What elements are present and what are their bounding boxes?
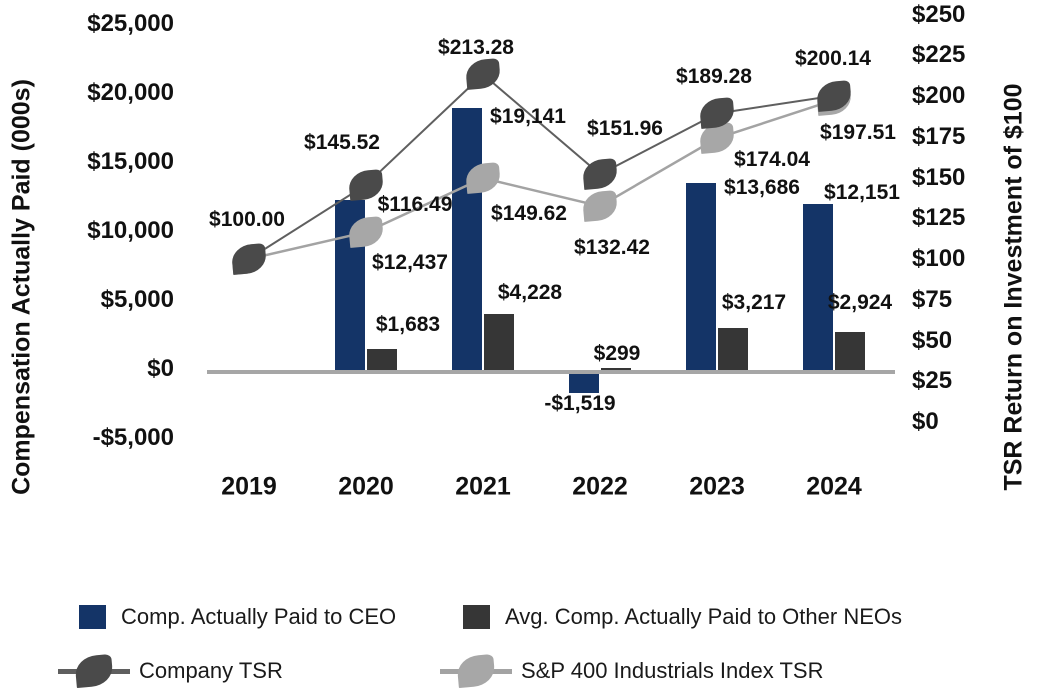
bar-ceo: [686, 183, 716, 372]
data-label-company: $151.96: [587, 117, 663, 141]
bar-neo: [718, 327, 748, 372]
right-axis-tick: $200: [912, 82, 966, 109]
data-label-neo: $3,217: [721, 290, 787, 314]
data-label-sp: $149.62: [491, 202, 567, 226]
right-axis-tick: $25: [912, 367, 953, 395]
neo-bar-swatch: [463, 605, 490, 629]
bar-ceo: [803, 204, 833, 372]
marker-sp-tsr: [581, 190, 619, 223]
data-label-company: $200.14: [795, 46, 871, 70]
legend-item-ceo: Comp. Actually Paid to CEO: [79, 604, 396, 630]
left-axis-tick: $10,000: [87, 217, 174, 244]
right-axis-tick: $225: [912, 41, 966, 69]
bar-neo: [835, 331, 865, 372]
left-axis-tick: $0: [147, 355, 174, 382]
left-axis-title: Compensation Actually Paid (000s): [7, 79, 36, 495]
right-axis-tick: $175: [912, 122, 966, 150]
x-axis-label: 2023: [689, 472, 745, 501]
right-axis-tick: $250: [912, 0, 966, 28]
legend-item-company-tsr: Company TSR: [58, 653, 283, 689]
data-label-sp: $132.42: [574, 236, 650, 260]
right-axis-tick: $0: [912, 408, 939, 435]
x-axis-label: 2020: [338, 472, 394, 501]
data-label-neo: $299: [593, 341, 641, 365]
sp-tsr-leaf-icon: [456, 653, 496, 689]
marker-company-tsr: [230, 243, 268, 275]
left-axis-tick: $15,000: [87, 148, 174, 175]
x-axis-label: 2022: [572, 472, 628, 501]
data-label-company: $213.28: [438, 36, 514, 60]
left-axis-tick: -$5,000: [92, 424, 174, 451]
legend-label-ceo: Comp. Actually Paid to CEO: [121, 604, 397, 629]
data-label-company: $189.28: [676, 65, 752, 89]
legend-label-company-tsr: Company TSR: [139, 658, 283, 683]
data-label-ceo: $12,151: [824, 181, 900, 205]
bar-ceo: [452, 107, 482, 372]
sp-tsr-marker-swatch: [440, 653, 512, 689]
data-label-sp: $174.04: [734, 148, 810, 172]
right-axis-tick: $150: [912, 163, 966, 191]
x-axis-baseline: [207, 370, 895, 374]
data-label-sp: $197.51: [820, 121, 896, 145]
data-label-neo: $4,228: [497, 280, 563, 304]
marker-company-tsr: [581, 158, 619, 191]
legend-item-neo: Avg. Comp. Actually Paid to Other NEOs: [463, 604, 902, 630]
left-axis-tick: $25,000: [87, 10, 174, 37]
right-axis-tick: $125: [912, 204, 966, 232]
company-tsr-leaf-icon: [74, 653, 114, 689]
data-label-ceo: $19,141: [490, 104, 566, 128]
bar-neo: [367, 348, 397, 372]
data-label-ceo: $12,437: [372, 251, 448, 275]
right-axis-tick: $100: [912, 245, 966, 272]
data-label-company: $145.52: [304, 130, 380, 154]
bar-neo: [484, 313, 514, 372]
ceo-bar-swatch: [79, 605, 106, 629]
data-label-neo: $2,924: [827, 290, 893, 314]
x-axis-label: 2021: [455, 472, 511, 501]
right-axis-title: TSR Return on Investment of $100: [999, 83, 1028, 491]
data-label-ceo: -$1,519: [544, 391, 616, 415]
legend-item-sp-tsr: S&P 400 Industrials Index TSR: [440, 653, 824, 689]
right-axis-tick: $50: [912, 326, 953, 354]
data-label-company: $100.00: [209, 208, 285, 231]
left-axis-tick: $20,000: [87, 79, 174, 106]
data-label-ceo: $13,686: [724, 176, 800, 200]
right-axis-tick: $75: [912, 285, 953, 313]
legend-label-sp-tsr: S&P 400 Industrials Index TSR: [521, 658, 824, 683]
x-axis-label: 2024: [806, 472, 862, 501]
left-axis-tick: $5,000: [100, 286, 174, 313]
legend-label-neo: Avg. Comp. Actually Paid to Other NEOs: [505, 604, 902, 629]
bar-ceo: [569, 372, 599, 393]
data-label-sp: $116.49: [377, 193, 453, 217]
bar-neo: [601, 367, 631, 372]
company-tsr-marker-swatch: [58, 653, 130, 689]
data-label-neo: $1,683: [375, 312, 441, 336]
x-axis-label: 2019: [221, 472, 277, 501]
marker-company-tsr: [464, 58, 502, 91]
